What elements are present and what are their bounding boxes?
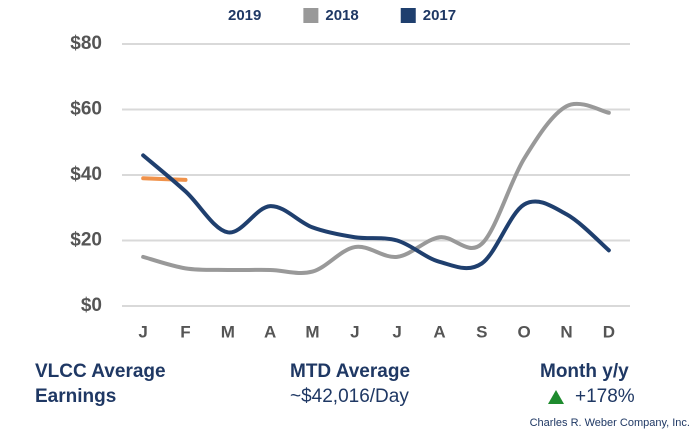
legend-marker [303, 8, 319, 23]
legend-marker [400, 8, 416, 23]
up-arrow [548, 390, 564, 404]
series-line [141, 176, 188, 182]
x-tick-label: N [560, 322, 572, 341]
mtd-value: ~$42,016/Day [290, 386, 409, 407]
legend-label: 2019 [228, 7, 261, 24]
mtd-label: MTD Average [290, 361, 410, 382]
yoy-value: +178% [575, 386, 635, 407]
x-tick-label: M [221, 322, 235, 341]
x-tick-label: O [518, 322, 531, 341]
y-tick-label: $20 [70, 230, 102, 251]
legend-label: 2018 [325, 7, 358, 24]
credit: Charles R. Weber Company, Inc. [530, 417, 690, 429]
y-tick-label: $60 [70, 99, 102, 120]
y-tick-label: $80 [70, 33, 102, 54]
series-line [141, 153, 611, 271]
caption-title: VLCC Average [35, 361, 166, 382]
x-tick-label: A [264, 322, 276, 341]
x-tick-label: M [305, 322, 319, 341]
legend-label: 2017 [423, 7, 456, 24]
y-tick-label: $0 [81, 295, 102, 316]
x-tick-label: D [603, 322, 615, 341]
x-tick-label: A [433, 322, 445, 341]
x-tick-label: F [180, 322, 190, 341]
x-tick-label: J [350, 322, 359, 341]
x-tick-label: J [392, 322, 401, 341]
x-tick-label: S [476, 322, 487, 341]
series-line [141, 101, 611, 276]
x-tick-label: J [138, 322, 147, 341]
caption-title: Earnings [35, 386, 116, 407]
yoy-label: Month y/y [540, 361, 629, 382]
y-tick-label: $40 [70, 164, 102, 185]
